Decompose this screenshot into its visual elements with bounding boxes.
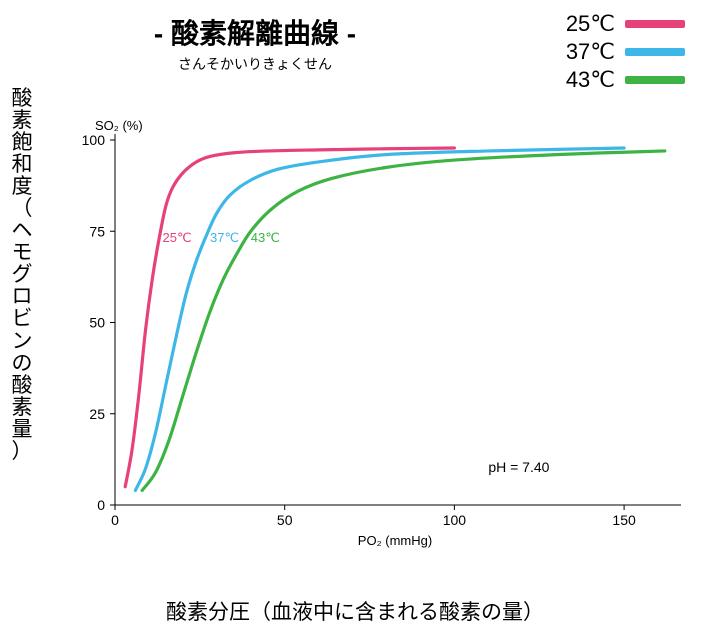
- svg-text:PO₂ (mmHg): PO₂ (mmHg): [358, 533, 432, 548]
- legend-label: 37℃: [566, 39, 615, 65]
- svg-text:SO₂ (%): SO₂ (%): [95, 118, 143, 133]
- chart-area: 0 25 50 75 100 0 50 100 150 SO₂ (%) PO₂ (mmHg) pH =…: [60, 115, 690, 555]
- svg-text:25: 25: [89, 406, 105, 422]
- legend-label: 43℃: [566, 67, 615, 93]
- legend-swatch: [625, 48, 685, 56]
- svg-text:0: 0: [97, 497, 105, 513]
- legend-swatch: [625, 20, 685, 28]
- legend-item: 43℃: [566, 66, 685, 94]
- series-line: [142, 151, 665, 490]
- x-axis-title: 酸素分圧（血液中に含まれる酸素の量）: [0, 596, 710, 626]
- chart-title-sub: さんそかいりきょくせん: [90, 54, 420, 74]
- chart-title-block: - 酸素解離曲線 - さんそかいりきょくせん: [90, 12, 420, 74]
- svg-text:100: 100: [443, 512, 467, 528]
- svg-text:0: 0: [111, 512, 119, 528]
- svg-text:75: 75: [89, 223, 105, 239]
- legend-item: 25℃: [566, 10, 685, 38]
- legend-item: 37℃: [566, 38, 685, 66]
- svg-text:150: 150: [612, 512, 636, 528]
- svg-text:50: 50: [277, 512, 293, 528]
- chart-svg: 0 25 50 75 100 0 50 100 150 SO₂ (%) PO₂ (mmHg) pH =…: [60, 115, 690, 555]
- svg-text:100: 100: [82, 132, 106, 148]
- series-label: 43℃: [251, 230, 280, 245]
- series-label: 25℃: [163, 230, 192, 245]
- series-line: [125, 148, 454, 487]
- legend-label: 25℃: [566, 11, 615, 37]
- svg-text:pH = 7.40: pH = 7.40: [488, 459, 549, 475]
- legend: 25℃ 37℃ 43℃: [566, 10, 685, 94]
- series-label: 37℃: [210, 230, 239, 245]
- y-axis-title: 酸素飽和度（ヘモグロビンの酸素量）: [8, 88, 36, 463]
- svg-text:50: 50: [89, 315, 105, 331]
- chart-title-main: - 酸素解離曲線 -: [90, 12, 420, 52]
- legend-swatch: [625, 76, 685, 84]
